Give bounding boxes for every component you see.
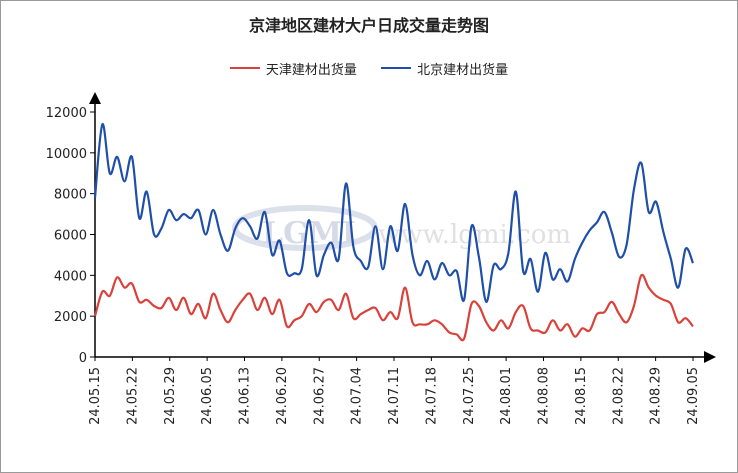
y-tick-labels: 0 2000 4000 6000 8000 10000 12000 — [46, 106, 87, 366]
x-tick-label: 24.08.15 — [574, 367, 589, 425]
x-tick-label: 24.09.05 — [686, 367, 701, 425]
legend-label-beijing: 北京建材出货量 — [417, 62, 509, 78]
series-line-beijing[interactable] — [93, 123, 695, 304]
x-tick-label: 24.06.27 — [312, 367, 327, 425]
x-tick-label: 24.07.25 — [462, 367, 477, 425]
legend-item-tianjin[interactable]: 天津建材出货量 — [229, 59, 357, 78]
y-axis-arrow — [89, 92, 101, 104]
legend-label-tianjin: 天津建材出货量 — [265, 62, 357, 78]
chart-title: 京津地区建材大户日成交量走势图 — [248, 16, 489, 35]
x-tick-label: 24.06.05 — [200, 367, 215, 425]
series-line-tianjin[interactable] — [93, 273, 694, 342]
x-tick-label: 24.08.29 — [649, 367, 664, 425]
y-tick-label: 6000 — [54, 229, 87, 244]
x-tick-label: 24.05.22 — [125, 367, 140, 425]
x-tick-label: 24.08.01 — [499, 367, 514, 425]
y-tick-label: 2000 — [54, 310, 87, 325]
x-tick-label: 24.07.04 — [350, 367, 365, 425]
x-tick-label: 24.05.29 — [163, 367, 178, 425]
legend: 天津建材出货量 北京建材出货量 — [0, 58, 738, 78]
y-tick-label: 4000 — [54, 269, 87, 284]
y-tick-label: 10000 — [46, 147, 87, 162]
legend-item-beijing[interactable]: 北京建材出货量 — [381, 59, 508, 78]
y-tick-label: 8000 — [54, 188, 87, 203]
legend-swatch-tianjin — [229, 67, 260, 69]
x-tick-label: 24.06.20 — [275, 367, 290, 425]
x-tick-label: 24.05.15 — [88, 367, 103, 425]
x-tick-label: 24.08.22 — [611, 367, 626, 425]
x-tick-label: 24.07.11 — [387, 367, 402, 425]
y-tick-label: 12000 — [46, 106, 87, 121]
x-axis-arrow — [704, 351, 716, 363]
y-tick-label: 0 — [79, 351, 87, 366]
legend-swatch-beijing — [381, 67, 412, 69]
x-tick-labels: 24.05.15 24.05.22 24.05.29 24.06.05 24.06.13… — [88, 367, 701, 425]
x-tick-label: 24.07.18 — [424, 367, 439, 425]
x-tick-label: 24.08.08 — [537, 367, 552, 425]
x-tick-label: 24.06.13 — [238, 367, 253, 425]
series-lines — [93, 123, 695, 342]
